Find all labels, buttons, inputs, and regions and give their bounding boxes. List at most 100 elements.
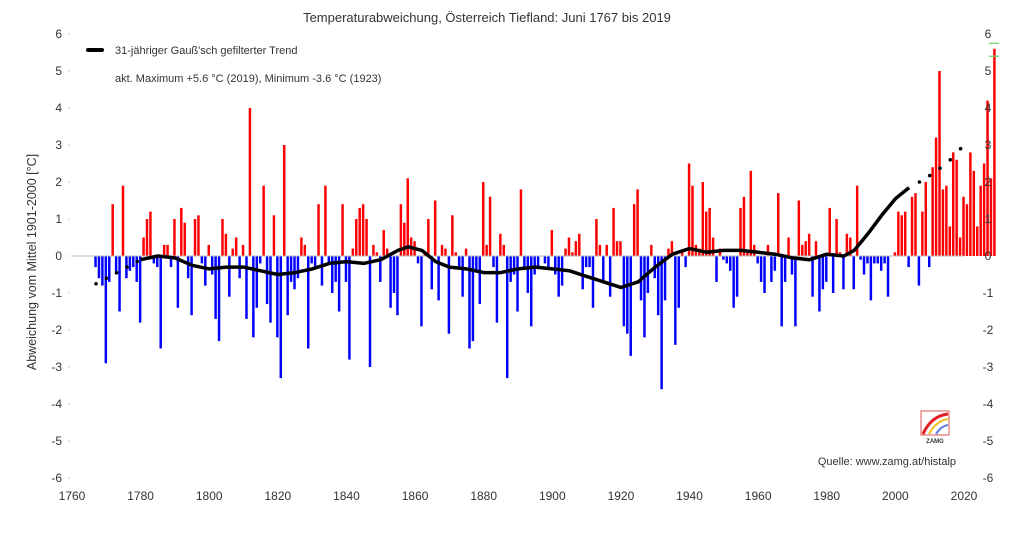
bar-1969 (787, 237, 790, 256)
bar-1797 (197, 215, 200, 256)
bar-1891 (519, 189, 523, 256)
bar-1803 (217, 256, 221, 342)
bar-1990 (859, 256, 862, 260)
bar-2024 (976, 226, 979, 256)
bar-1851 (382, 230, 385, 256)
y-tick-label-right: 4 (985, 101, 992, 115)
x-tick-label: 2000 (882, 489, 909, 503)
bar-1866 (433, 200, 437, 256)
bar-1774 (118, 256, 121, 312)
bar-1914 (598, 244, 602, 256)
bar-1823 (286, 256, 289, 316)
bar-2028 (989, 178, 993, 256)
bar-1849 (375, 252, 379, 256)
y-tick-label-right: -6 (983, 471, 994, 485)
bar-1778 (132, 256, 135, 268)
bar-1909 (581, 256, 584, 290)
y-tick-label-left: -4 (51, 397, 62, 411)
bar-1985 (842, 256, 845, 290)
bar-1852 (385, 248, 389, 256)
bar-1933 (663, 256, 667, 301)
bar-1855 (396, 256, 399, 316)
x-tick-label: 2020 (951, 489, 978, 503)
bar-1883 (492, 256, 495, 268)
bar-1807 (231, 248, 234, 256)
bar-1947 (711, 237, 715, 256)
bar-1981 (828, 207, 831, 256)
bar-1847 (368, 256, 372, 367)
bar-1912 (591, 256, 595, 308)
bar-2008 (921, 211, 924, 256)
bar-1873 (457, 256, 461, 268)
bar-1768 (97, 256, 101, 279)
bar-1872 (454, 252, 457, 256)
bar-1845 (361, 204, 365, 256)
x-tick-label: 1760 (59, 489, 86, 503)
bar-1945 (704, 211, 708, 256)
y-tick-label-left: 3 (55, 138, 62, 152)
trend-dot (104, 276, 109, 281)
bar-1870 (447, 256, 451, 334)
legend-trend-label: 31-jähriger Gauß'sch gefilterter Trend (115, 45, 297, 57)
bar-1936 (674, 256, 677, 345)
trend-dot (917, 180, 922, 184)
bar-2016 (948, 226, 952, 256)
bar-1894 (530, 256, 533, 327)
bar-1918 (612, 207, 615, 256)
bar-1824 (289, 256, 293, 282)
bar-1940 (687, 163, 691, 256)
bar-1775 (121, 185, 125, 256)
bar-1965 (773, 256, 777, 271)
bar-1977 (814, 241, 818, 256)
bar-1923 (629, 256, 632, 356)
bar-1966 (777, 193, 780, 256)
y-tick-label-left: 1 (55, 212, 62, 226)
y-tick-label-right: -5 (983, 434, 994, 448)
logo-text: ZAMG (926, 439, 944, 445)
bar-1792 (180, 207, 183, 256)
bar-1842 (351, 248, 355, 256)
bar-1831 (313, 256, 317, 268)
bar-2014 (941, 189, 945, 256)
y-tick-label-right: -1 (983, 286, 994, 300)
y-tick-label-right: 5 (985, 64, 992, 78)
bar-1814 (255, 256, 259, 308)
bar-1868 (440, 244, 444, 256)
bar-1895 (533, 256, 536, 275)
trend-dot (94, 281, 98, 286)
x-tick-label: 1920 (608, 489, 635, 503)
source-label: Quelle: www.zamg.at/histalp (818, 456, 956, 468)
x-tick-label: 1820 (264, 489, 291, 503)
bar-1832 (317, 204, 320, 256)
bar-1793 (183, 222, 186, 256)
bar-1915 (602, 256, 605, 282)
bar-2003 (903, 211, 907, 256)
bar-2011 (931, 167, 934, 256)
bar-1976 (811, 256, 814, 297)
bar-1884 (495, 256, 499, 323)
bar-1902 (557, 256, 560, 297)
bar-1782 (145, 219, 149, 256)
y-axis-right: 6 5 4 3 2 1 0 -1 -2 -3 -4 -5 -6 (983, 27, 994, 485)
bar-1830 (310, 256, 313, 264)
bar-1885 (499, 233, 502, 256)
bar-1770 (104, 256, 108, 364)
bar-1869 (444, 248, 447, 256)
bar-1784 (152, 256, 156, 264)
bar-1867 (437, 256, 440, 301)
bar-1836 (331, 256, 334, 293)
bar-1816 (262, 185, 265, 256)
bar-1779 (135, 256, 138, 282)
bar-1848 (372, 244, 375, 256)
bar-1994 (873, 256, 876, 264)
bar-2013 (938, 71, 941, 256)
trend-dot (135, 259, 139, 264)
x-tick-label: 1800 (196, 489, 223, 503)
bar-1931 (656, 256, 660, 316)
bar-1877 (471, 256, 475, 342)
bar-1818 (269, 256, 272, 323)
trend-dot (125, 265, 129, 269)
bar-1987 (849, 237, 852, 256)
bar-2009 (924, 182, 928, 256)
bar-1805 (224, 233, 228, 256)
